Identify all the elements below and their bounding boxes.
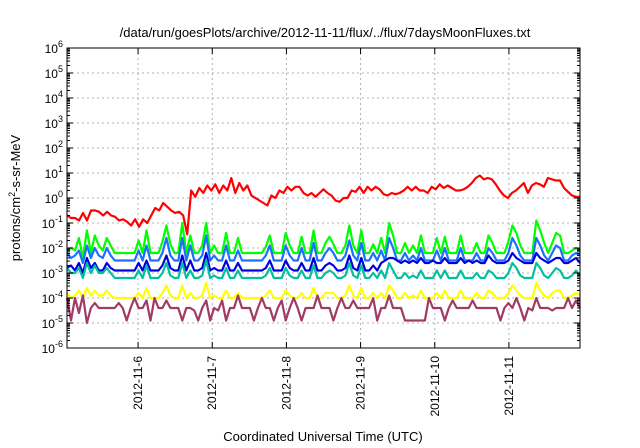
y-tick-label: 102 xyxy=(45,139,63,156)
x-tick-label: 2012-11-11 xyxy=(502,356,516,416)
x-axis-label: Coordinated Universal Time (UTC) xyxy=(223,429,422,444)
y-tick-label: 10-5 xyxy=(42,314,63,331)
y-tick-label: 101 xyxy=(45,164,63,181)
x-tick-label: 2012-11-9 xyxy=(354,356,368,410)
y-tick-label: 105 xyxy=(45,64,63,81)
x-tick-label: 2012-11-10 xyxy=(428,356,442,417)
y-tick-label: 10-4 xyxy=(42,289,63,306)
y-tick-label: 103 xyxy=(45,114,63,131)
y-tick-label: 10-3 xyxy=(42,264,63,281)
series-line xyxy=(66,219,581,260)
chart-title: /data/run/goesPlots/archive/2012-11-11/f… xyxy=(120,25,531,40)
y-tick-label: 106 xyxy=(45,39,63,56)
y-axis-ticks: 10-6 10-5 10-4 10-3 10-2 10-1 100 101 102 103 104 1… xyxy=(42,39,580,356)
x-tick-label: 2012-11-7 xyxy=(205,356,219,410)
x-tick-label: 2012-11-6 xyxy=(131,356,145,410)
series-line xyxy=(66,281,581,300)
data-series xyxy=(65,174,581,325)
series-line xyxy=(66,174,580,236)
y-tick-label: 10-2 xyxy=(42,239,63,256)
y-axis-label: protons/cm2-s-sr-MeV xyxy=(7,134,23,261)
series-line xyxy=(66,251,581,275)
y-tick-label: 10-6 xyxy=(42,339,63,356)
y-tick-label: 104 xyxy=(45,89,63,106)
y-tick-label: 10-1 xyxy=(42,214,63,231)
series-line xyxy=(65,294,581,325)
series-line xyxy=(66,234,581,265)
y-tick-label: 100 xyxy=(45,189,63,206)
grid-lines xyxy=(67,48,580,348)
x-axis-ticks: 2012-11-6 2012-11-7 2012-11-8 2012-11-9 2012… xyxy=(131,48,516,417)
x-tick-label: 2012-11-8 xyxy=(279,356,293,410)
series-line xyxy=(66,259,581,280)
